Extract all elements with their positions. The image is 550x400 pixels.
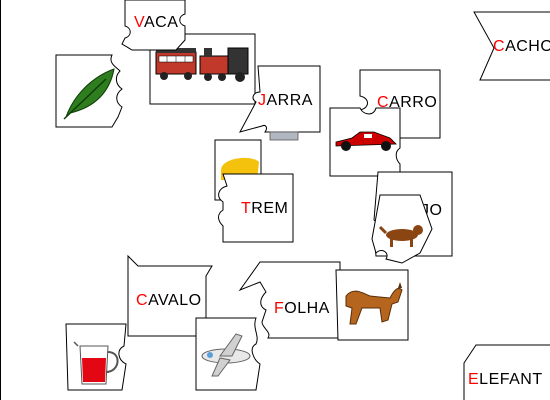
word-piece-jarra[interactable]: JARRA	[239, 65, 325, 141]
picture-piece-horse[interactable]	[335, 269, 412, 342]
word-label: TREM	[241, 200, 289, 217]
word-label: CAVALO	[136, 292, 202, 309]
race-car-icon	[335, 131, 397, 151]
word-label: CARRO	[377, 94, 438, 111]
word-label: CACHO	[493, 38, 550, 55]
word-piece-folha[interactable]: FOLHA	[238, 261, 345, 340]
pitcher-icon	[73, 341, 119, 385]
train-icon	[149, 33, 256, 105]
picture-piece-leaf[interactable]	[55, 54, 126, 128]
word-piece-cacho[interactable]: CACHO	[473, 11, 550, 82]
word-piece-elefante[interactable]: ELEFANT	[462, 344, 550, 400]
word-label: FOLHA	[274, 300, 330, 317]
picture-piece-pitcher[interactable]	[65, 323, 130, 394]
word-label: ELEFANT	[468, 371, 543, 388]
board-edge	[0, 0, 1, 400]
word-piece-vaca[interactable]: VACA	[120, 0, 190, 55]
picture-piece-airplane[interactable]	[195, 317, 266, 391]
word-piece-cavalo[interactable]: CAVALO	[126, 254, 216, 337]
horse-icon	[345, 282, 403, 325]
word-label: JARRA	[258, 92, 313, 109]
dog-icon	[378, 225, 423, 247]
picture-piece-race-car[interactable]	[329, 107, 410, 178]
word-piece-trem[interactable]: TREM	[215, 173, 295, 244]
word-label: VACA	[134, 14, 179, 31]
leaf-icon	[63, 68, 115, 120]
picture-piece-dog[interactable]	[371, 194, 434, 265]
picture-piece-train[interactable]	[149, 33, 260, 105]
airplane-icon	[201, 333, 251, 377]
